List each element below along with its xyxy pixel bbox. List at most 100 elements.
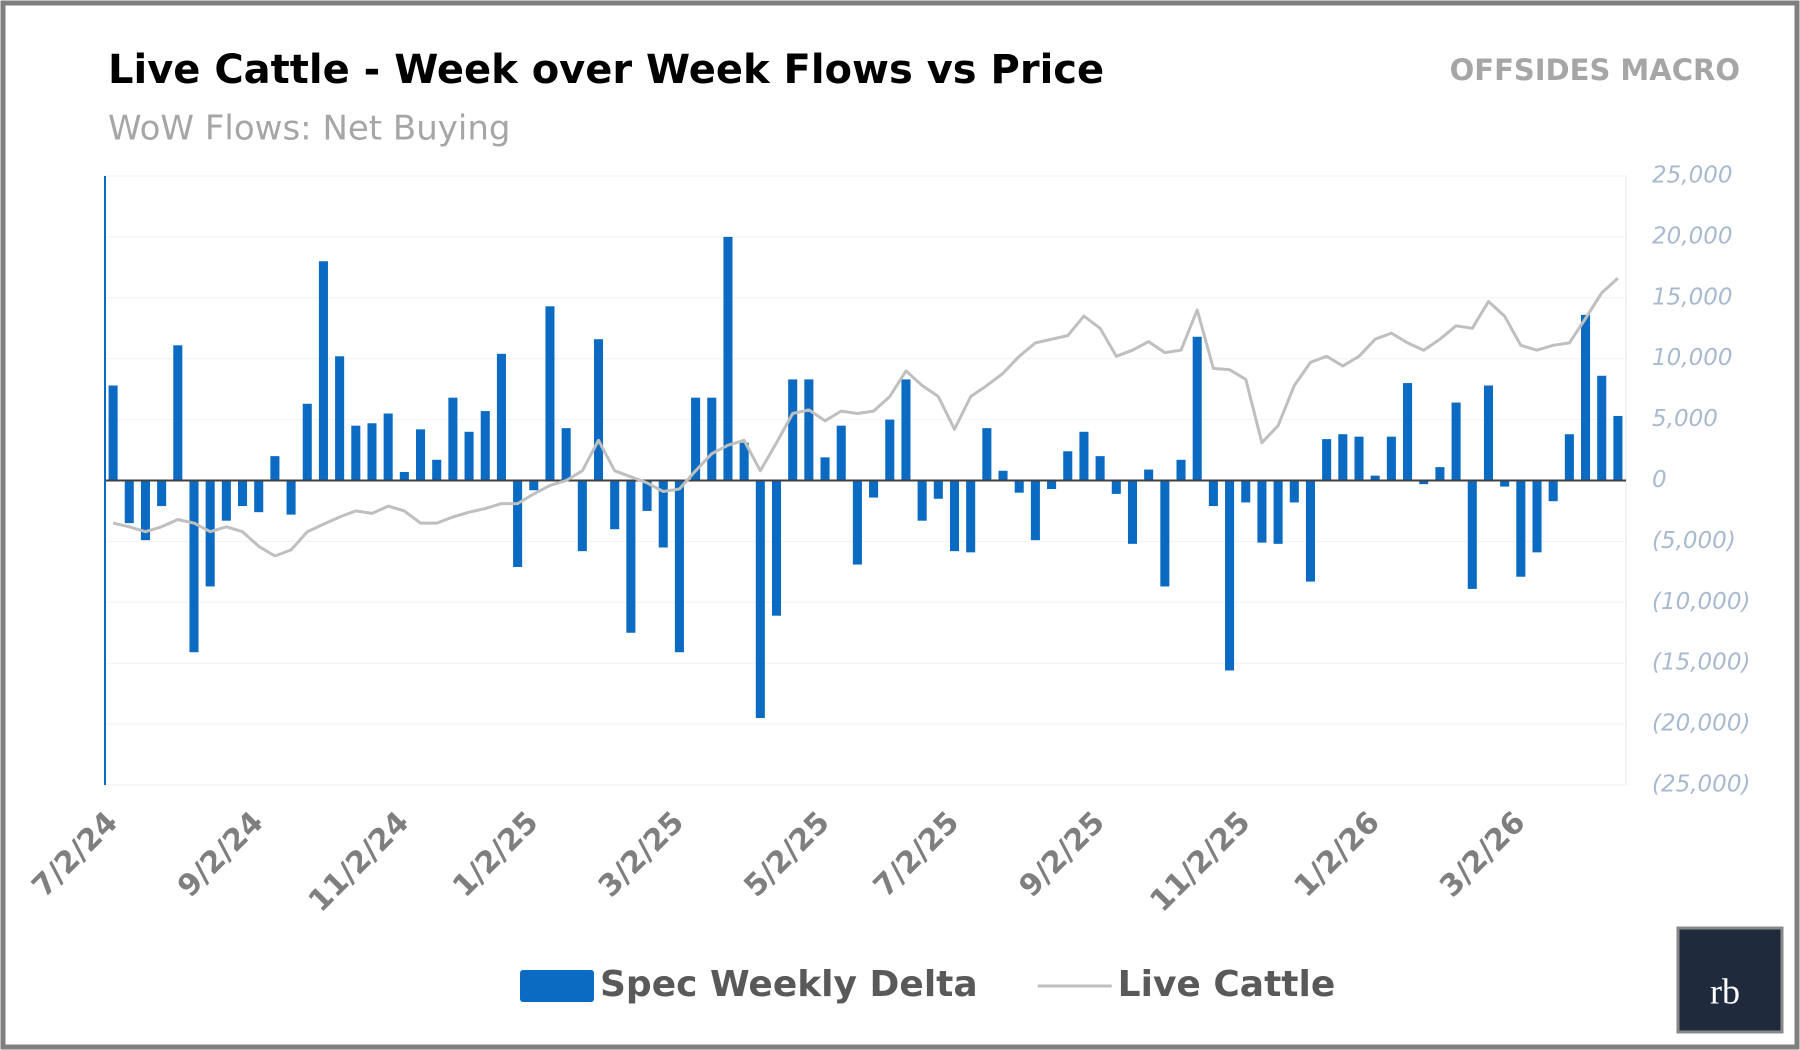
bar: [771, 480, 782, 616]
bar: [998, 470, 1008, 481]
bar: [755, 480, 765, 719]
bar: [723, 236, 733, 481]
bar: [1047, 480, 1057, 490]
bar: [335, 356, 345, 481]
bar: [270, 456, 280, 481]
bar: [415, 429, 426, 481]
bar: [707, 397, 717, 481]
bar: [1111, 480, 1121, 494]
bar: [642, 480, 652, 511]
bar: [399, 471, 409, 481]
bar: [1273, 480, 1283, 544]
bar: [852, 480, 862, 565]
bar: [1467, 480, 1477, 589]
y-tick-label: (20,000): [1652, 711, 1750, 737]
bar: [966, 480, 976, 553]
bar: [448, 397, 458, 481]
bar: [480, 411, 490, 481]
bar: [1613, 415, 1623, 481]
bar: [318, 261, 328, 481]
bar: [982, 428, 992, 481]
legend-label: Live Cattle: [1118, 964, 1336, 1005]
bar: [593, 339, 604, 481]
bar: [869, 480, 879, 498]
bar: [1548, 480, 1558, 502]
line: [112, 277, 1619, 558]
bar: [529, 480, 539, 491]
chart-title: Live Cattle - Week over Week Flows vs Pr…: [108, 47, 1104, 93]
bar: [1500, 480, 1510, 487]
bar: [1516, 480, 1526, 577]
bar: [820, 457, 830, 481]
bar: [917, 480, 927, 521]
bar: [1127, 480, 1138, 544]
bar: [739, 442, 749, 481]
bar: [561, 428, 571, 481]
bar: [1144, 469, 1154, 481]
bar: [610, 480, 620, 530]
bar: [1095, 456, 1105, 481]
bar: [1225, 480, 1235, 671]
bar: [513, 480, 523, 567]
bar: [302, 403, 312, 481]
bar: [788, 379, 798, 481]
bar: [124, 480, 134, 524]
bar: [1435, 467, 1445, 481]
bar: [545, 306, 555, 481]
y-tick-label: 15,000: [1652, 284, 1732, 310]
bar: [496, 353, 506, 481]
bar: [464, 431, 474, 481]
bar: [885, 419, 895, 481]
bar: [626, 480, 636, 633]
bar: [1532, 480, 1542, 553]
bar: [1483, 385, 1493, 481]
bar: [221, 480, 231, 521]
bar: [577, 480, 587, 552]
bar: [804, 379, 814, 481]
bar: [1386, 436, 1396, 481]
bar: [1419, 480, 1429, 485]
bar: [1192, 336, 1202, 481]
bar: [658, 480, 668, 548]
bar: [432, 459, 442, 481]
bar: [1063, 451, 1073, 481]
bar: [367, 423, 377, 481]
y-tick-label: (10,000): [1652, 589, 1750, 615]
y-tick-label: 20,000: [1652, 223, 1732, 249]
bar: [1176, 459, 1186, 481]
legend-label: Spec Weekly Delta: [600, 964, 978, 1005]
bar: [1597, 375, 1607, 481]
bar: [108, 385, 118, 481]
bar: [238, 480, 248, 507]
bar: [836, 425, 846, 481]
bar: [189, 480, 199, 653]
bar: [1370, 475, 1380, 481]
y-tick-label: 25,000: [1652, 163, 1732, 189]
brand: OFFSIDES MACRO: [1450, 53, 1740, 87]
bar: [1581, 314, 1591, 481]
legend-swatch: [520, 970, 594, 1002]
bar: [1403, 383, 1413, 481]
bar: [901, 379, 911, 481]
y-tick-label: 10,000: [1652, 345, 1732, 371]
bar: [1289, 480, 1299, 503]
bar: [286, 480, 296, 515]
bar: [1241, 480, 1251, 503]
bar: [383, 413, 393, 481]
bar: [1160, 480, 1170, 587]
bar: [1338, 434, 1348, 481]
logo-box: [1676, 926, 1784, 1034]
bar: [1014, 480, 1024, 493]
bar: [1322, 439, 1332, 481]
y-tick-label: (15,000): [1652, 650, 1750, 676]
bar: [1257, 480, 1267, 543]
bar: [949, 480, 960, 552]
bar: [140, 480, 150, 541]
y-tick-label: 0: [1652, 467, 1667, 493]
y-tick-label: (25,000): [1652, 772, 1750, 798]
bar: [1030, 480, 1040, 541]
bar: [1354, 436, 1364, 481]
